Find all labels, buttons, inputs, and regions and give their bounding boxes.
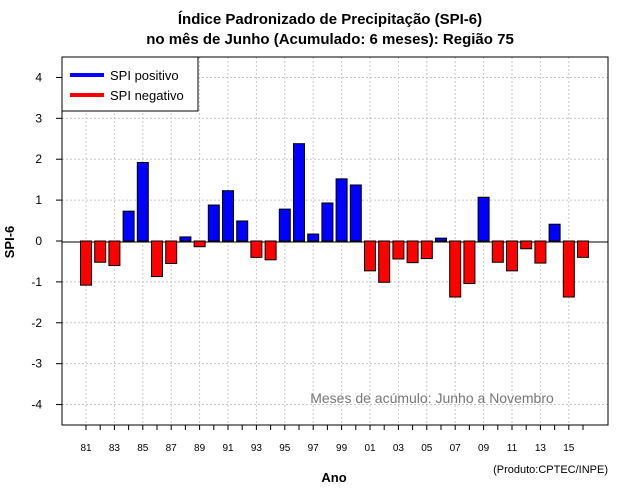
y-axis-ticks: -4 -3 -2 -1 0 1 2 3 4 — [31, 70, 62, 412]
y-tick-label: 2 — [35, 152, 42, 166]
x-tick-label: 83 — [109, 443, 121, 454]
legend: SPI positivo SPI negativo — [61, 56, 199, 112]
x-axis-label: Ano — [321, 470, 346, 485]
bar-1999 — [335, 178, 348, 242]
bar-1995 — [278, 208, 291, 242]
bars-group — [80, 143, 589, 298]
bar-2016 — [577, 240, 589, 258]
x-tick-label: 99 — [336, 443, 348, 454]
y-tick-label: 1 — [35, 193, 42, 207]
product-credit: (Produto:CPTEC/INPE) — [493, 464, 608, 476]
bar-2015 — [562, 240, 575, 298]
bar-1981 — [80, 240, 92, 286]
x-axis-ticks: 81 83 85 87 89 91 93 95 97 99 01 03 05 07 09 11 13 15 — [80, 425, 584, 454]
y-tick-label: -2 — [31, 316, 42, 330]
y-tick-label: -4 — [31, 398, 42, 412]
bar-2013 — [534, 240, 547, 264]
bar-2011 — [506, 240, 518, 272]
legend-box — [61, 56, 199, 112]
bar-2005 — [420, 240, 433, 260]
bar-1998 — [321, 202, 334, 242]
x-tick-label: 93 — [251, 443, 263, 454]
bar-1996 — [293, 143, 305, 242]
x-tick-label: 85 — [137, 443, 149, 454]
bar-2003 — [392, 240, 405, 260]
bar-1988 — [179, 236, 192, 242]
bar-2008 — [463, 240, 476, 285]
bar-2004 — [406, 240, 419, 264]
y-tick-label: -1 — [31, 275, 42, 289]
x-tick-label: 89 — [194, 443, 206, 454]
chart-title-line2: no mês de Junho (Acumulado: 6 meses): Re… — [146, 31, 514, 48]
bar-1990 — [207, 204, 220, 242]
bar-1984 — [122, 210, 135, 242]
x-tick-label: 03 — [393, 443, 405, 454]
bar-1987 — [165, 240, 178, 264]
accumulation-annotation: Meses de acúmulo: Junho a Novembro — [310, 390, 554, 406]
x-tick-label: 81 — [80, 443, 92, 454]
x-tick-label: 91 — [222, 443, 234, 454]
x-tick-label: 01 — [364, 443, 376, 454]
bar-2007 — [449, 240, 462, 298]
x-tick-label: 15 — [563, 443, 575, 454]
bar-1991 — [222, 190, 234, 242]
bar-2002 — [378, 240, 391, 283]
bar-2014 — [548, 223, 561, 242]
bar-2006 — [435, 237, 447, 242]
y-tick-label: -3 — [31, 357, 42, 371]
x-tick-label: 11 — [507, 443, 518, 454]
bar-2000 — [349, 184, 362, 242]
bar-1982 — [94, 240, 107, 263]
chart-title-line1: Índice Padronizado de Precipitação (SPI-… — [178, 11, 482, 28]
y-tick-label: 0 — [35, 234, 42, 248]
bar-2001 — [364, 240, 376, 272]
bar-1994 — [264, 240, 277, 261]
y-axis-label: SPI-6 — [2, 226, 17, 259]
bar-1985 — [136, 161, 149, 242]
x-tick-label: 09 — [478, 443, 490, 454]
bar-1986 — [151, 240, 163, 278]
x-tick-label: 87 — [166, 443, 178, 454]
bar-2012 — [520, 240, 533, 250]
x-tick-label: 13 — [535, 443, 547, 454]
x-tick-label: 95 — [279, 443, 291, 454]
bar-1992 — [236, 220, 249, 242]
x-tick-label: 97 — [308, 443, 320, 454]
x-tick-label: 05 — [421, 443, 433, 454]
bar-1989 — [193, 240, 206, 248]
bar-1997 — [307, 233, 320, 242]
bar-2009 — [477, 196, 490, 242]
bar-1983 — [108, 240, 121, 267]
y-tick-label: 4 — [35, 70, 42, 84]
bar-2010 — [491, 240, 504, 263]
y-tick-label: 3 — [35, 111, 42, 125]
legend-negative-label: SPI negativo — [110, 88, 184, 103]
x-tick-label: 07 — [450, 443, 462, 454]
bar-1993 — [250, 240, 263, 258]
legend-positive-label: SPI positivo — [110, 68, 179, 83]
